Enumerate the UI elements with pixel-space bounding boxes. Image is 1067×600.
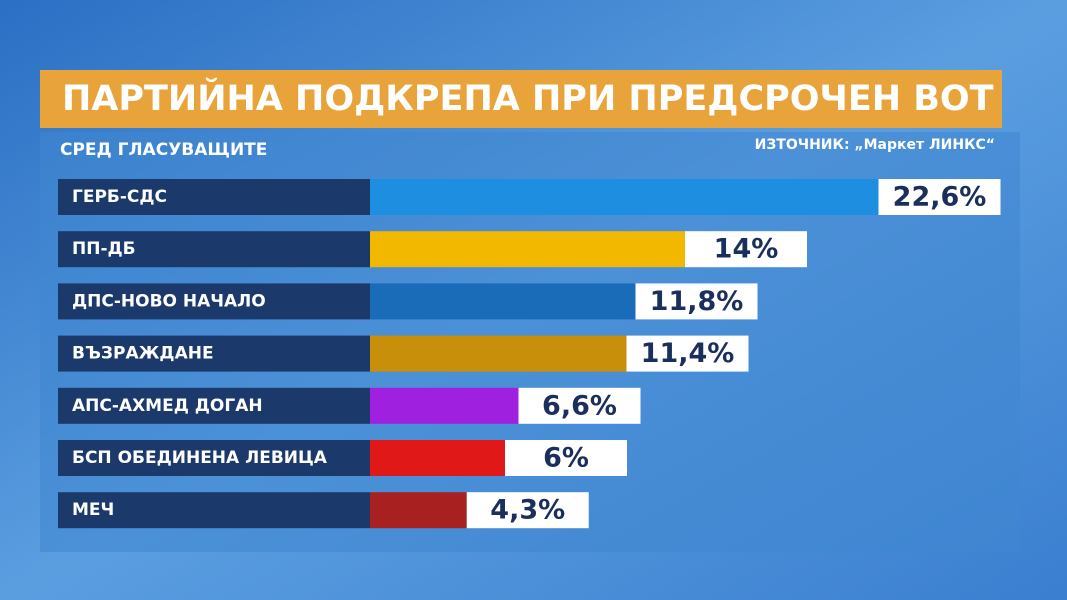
label-box <box>58 492 370 529</box>
bar <box>370 283 636 320</box>
value-box <box>685 231 807 268</box>
label-box <box>58 335 370 372</box>
value-label: 11,8% <box>650 286 744 317</box>
value-box <box>878 179 1001 215</box>
value-label: 11,4% <box>641 338 735 369</box>
value-box <box>518 387 641 424</box>
category-label: БСП ОБЕДИНЕНА ЛЕВИЦА <box>72 448 328 468</box>
category-label: ПП-ДБ <box>72 239 136 259</box>
value-label: 6% <box>543 443 589 474</box>
value-box <box>626 335 749 372</box>
value-box <box>466 492 589 529</box>
bar <box>370 440 505 476</box>
category-label: МЕЧ <box>72 500 114 520</box>
value-box <box>635 283 758 320</box>
value-label: 14% <box>714 234 779 265</box>
label-box <box>58 440 370 476</box>
bar <box>370 335 627 372</box>
value-label: 4,3% <box>490 495 565 526</box>
label-box <box>58 231 370 268</box>
label-box <box>58 387 370 424</box>
bar <box>370 492 467 529</box>
title-band <box>40 70 1002 128</box>
value-label: 6,6% <box>542 390 617 421</box>
chart-title: ПАРТИЙНА ПОДКРЕПА ПРИ ПРЕДСРОЧЕН ВОТ <box>62 77 994 119</box>
value-box <box>505 440 627 476</box>
source: ИЗТОЧНИК: „Маркет ЛИНКС“ <box>755 137 995 153</box>
bar <box>370 231 685 268</box>
category-label: ВЪЗРАЖДАНЕ <box>72 344 214 364</box>
label-box <box>58 179 370 215</box>
subtitle: СРЕД ГЛАСУВАЩИТЕ <box>60 140 267 160</box>
category-label: ГЕРБ-СДС <box>72 187 167 207</box>
category-label: АПС-АХМЕД ДОГАН <box>72 396 263 416</box>
bar <box>370 387 519 424</box>
value-label: 22,6% <box>893 182 987 213</box>
label-box <box>58 283 370 320</box>
bar <box>370 179 879 215</box>
category-label: ДПС-НОВО НАЧАЛО <box>72 291 266 311</box>
